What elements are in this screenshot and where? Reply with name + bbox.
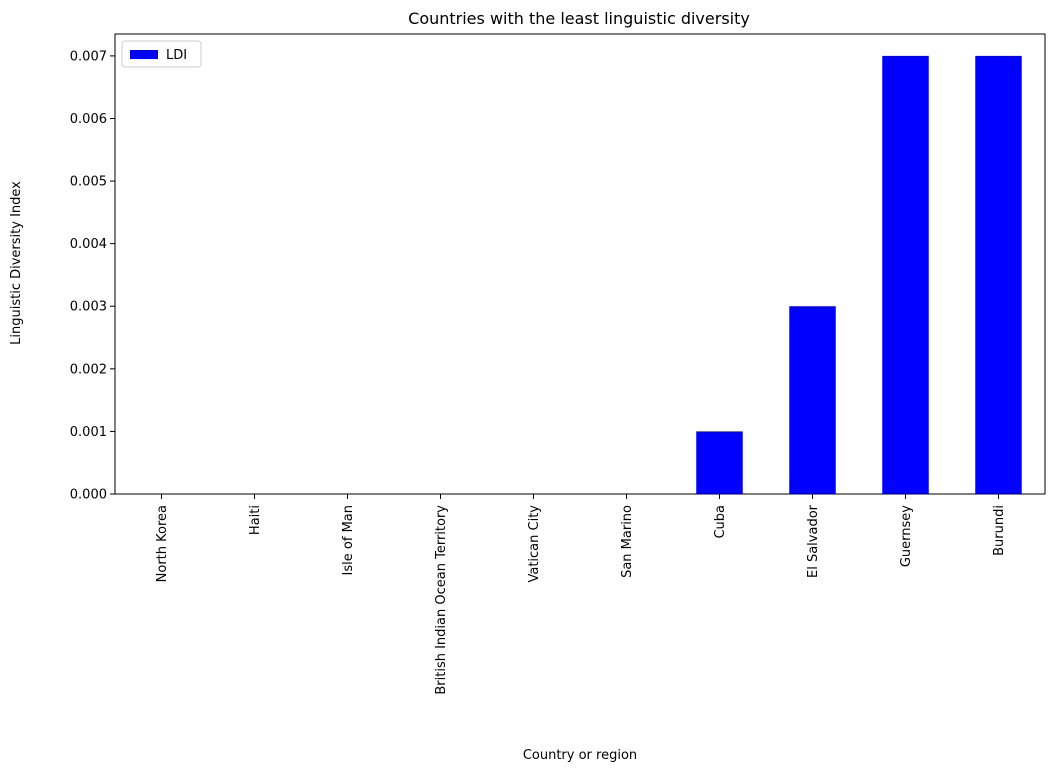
- x-tick-label: San Marino: [620, 505, 635, 578]
- x-tick-label: British Indian Ocean Territory: [434, 505, 449, 695]
- bar: [696, 431, 743, 494]
- x-tick-label: Vatican City: [527, 505, 542, 583]
- bar: [975, 55, 1022, 495]
- x-tick-label: Burundi: [992, 505, 1007, 556]
- x-axis-label: Country or region: [523, 748, 637, 763]
- legend-swatch: [130, 50, 158, 59]
- x-tick-label: Isle of Man: [341, 505, 356, 575]
- y-tick-label: 0.002: [70, 362, 107, 377]
- x-tick-label: Cuba: [713, 505, 728, 539]
- y-tick-label: 0.001: [70, 425, 107, 440]
- x-tick-label: El Salvador: [806, 504, 821, 578]
- x-tick-label: Guernsey: [899, 505, 914, 567]
- x-tick-label: Haiti: [248, 505, 263, 535]
- legend-box: [121, 40, 202, 68]
- y-tick-label: 0.005: [70, 175, 107, 190]
- y-tick-label: 0.003: [70, 300, 107, 315]
- y-axis-label: Linguistic Diversity Index: [9, 181, 24, 345]
- y-tick-label: 0.006: [70, 112, 107, 127]
- chart-title: Countries with the least linguistic dive…: [408, 9, 750, 28]
- bar: [882, 55, 929, 495]
- x-tick-label: North Korea: [155, 505, 170, 582]
- y-tick-label: 0.004: [70, 237, 107, 252]
- legend-label: LDI: [166, 48, 187, 63]
- legend: LDI: [121, 40, 202, 68]
- plot-area: 0.000 0.001 0.002 0.003 0.004 0.005 0.006 0.007…: [70, 33, 1046, 695]
- y-tick-label: 0.000: [70, 488, 107, 503]
- axes-frame: [114, 33, 1046, 495]
- y-tick-label: 0.007: [70, 49, 107, 64]
- bar: [789, 306, 836, 494]
